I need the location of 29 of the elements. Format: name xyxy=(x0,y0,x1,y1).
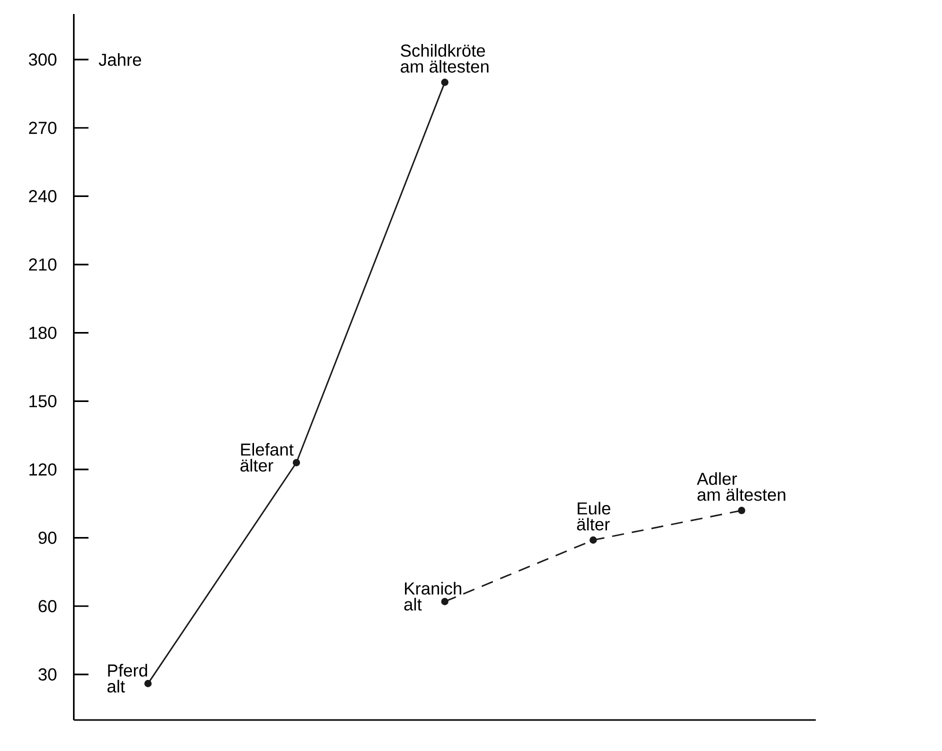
y-tick-label: 300 xyxy=(28,53,56,66)
annotation: Adler xyxy=(696,472,737,485)
point xyxy=(441,78,448,86)
annotation: Eule xyxy=(578,502,610,515)
y-tick-label: 60 xyxy=(38,600,56,612)
point xyxy=(590,536,597,544)
y-tick-label: 90 xyxy=(38,532,56,544)
y-tick-label: 240 xyxy=(29,190,56,202)
y-tick-label: 180 xyxy=(29,326,56,339)
y-tick-label: 150 xyxy=(29,395,56,408)
point xyxy=(738,506,746,514)
annotation: Schildkröte xyxy=(400,44,485,57)
annotation: Pferd xyxy=(108,664,148,677)
annotation: Kranich xyxy=(404,582,462,595)
annotation: am ältesten xyxy=(698,488,786,501)
y-axis-title: Jahre xyxy=(98,53,142,66)
y-tick-label: 270 xyxy=(29,122,56,134)
annotation: alt xyxy=(404,598,422,611)
point xyxy=(441,598,448,606)
y-tick-label: 30 xyxy=(38,668,56,681)
point xyxy=(144,680,152,688)
annotation: am ältesten xyxy=(400,60,488,73)
annotation: älter xyxy=(240,458,274,472)
y-tick-label: 210 xyxy=(29,258,56,271)
annotation: alt xyxy=(107,680,125,693)
annotation: älter xyxy=(577,518,610,530)
y-tick-label: 120 xyxy=(29,463,56,476)
annotation: Elefant xyxy=(241,442,294,456)
point xyxy=(292,458,300,466)
